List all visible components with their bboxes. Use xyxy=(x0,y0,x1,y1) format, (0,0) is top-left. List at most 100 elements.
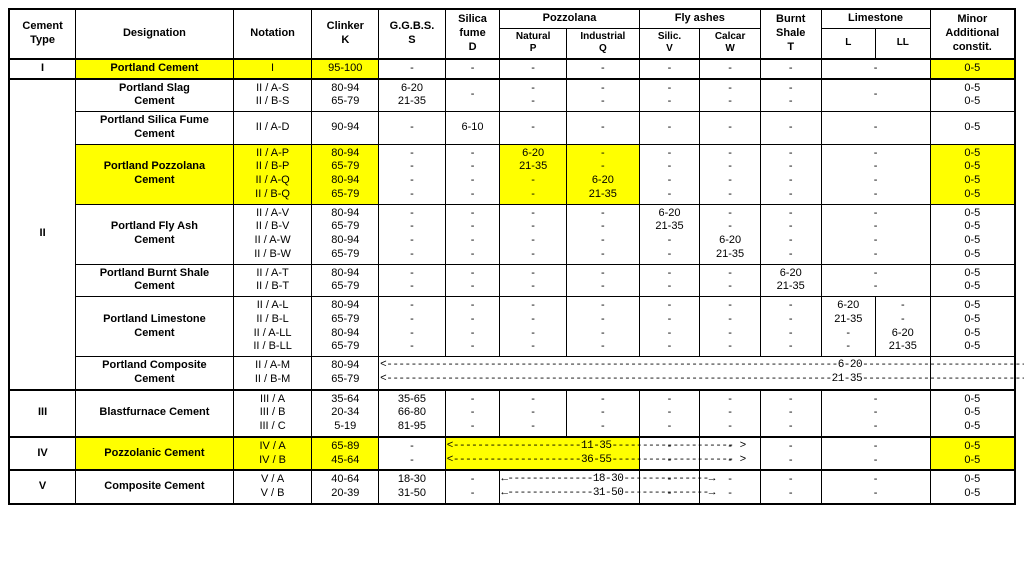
r1-not: I xyxy=(233,59,312,79)
r10-desig: Pozzolanic Cement xyxy=(104,447,204,459)
r10-range: <---------------------11-35-------------… xyxy=(445,437,639,471)
r7-lll: --6-2021-35 xyxy=(876,297,931,357)
cell-dash: - xyxy=(500,112,567,145)
h-pozzolana: Pozzolana xyxy=(500,9,639,28)
r11-ggbs: 18-3031-50 xyxy=(379,470,446,504)
r1-minor: 0-5 xyxy=(930,59,1015,79)
r3-minor: 0-5 xyxy=(930,112,1015,145)
r9-desig: Blastfurnace Cement xyxy=(99,406,209,418)
cell-dash: -- xyxy=(821,470,930,504)
cell-dash: -- xyxy=(760,437,821,471)
row-type-IV: IV Pozzolanic Cement IV / AIV / B 65-894… xyxy=(9,437,1015,471)
h-fly-silic: Silic.V xyxy=(639,28,700,59)
cell-dash: -- xyxy=(639,264,700,297)
cell-dash: - xyxy=(566,112,639,145)
r5-fv: 6-2021-35-- xyxy=(639,204,700,264)
r9-ggbs: 35-6566-8081-95 xyxy=(379,390,446,437)
r4-clinker: 80-9465-7980-9465-79 xyxy=(312,144,379,204)
cell-dash: ---- xyxy=(445,144,500,204)
r2-desig: Portland SlagCement xyxy=(119,82,190,108)
cell-dash: --- xyxy=(566,390,639,437)
cell-dash: - xyxy=(500,59,567,79)
h-clinker: ClinkerK xyxy=(312,9,379,59)
cell-dash: - xyxy=(821,79,930,112)
cell-dash: - xyxy=(445,59,500,79)
cell-dash: - xyxy=(821,112,930,145)
cell-dash: -- xyxy=(445,470,500,504)
cell-dash: - xyxy=(639,59,700,79)
type-III-label: III xyxy=(38,406,47,418)
h-lime-l: L xyxy=(821,28,876,59)
h-fly-calcar: CalcarW xyxy=(700,28,761,59)
h-silica-fume: SilicafumeD xyxy=(445,9,500,59)
r11-not: V / AV / B xyxy=(233,470,312,504)
r10-minor: 0-50-5 xyxy=(930,437,1015,471)
h-fly-ashes: Fly ashes xyxy=(639,9,760,28)
cell-dash: ---- xyxy=(500,204,567,264)
cell-dash: ---- xyxy=(639,144,700,204)
r10-not: IV / AIV / B xyxy=(233,437,312,471)
r2-minor: 0-50-5 xyxy=(930,79,1015,112)
r5-fw: --6-2021-35 xyxy=(700,204,761,264)
cell-dash: --- xyxy=(445,390,500,437)
cell-dash: ---- xyxy=(500,297,567,357)
h-cement-type: CementType xyxy=(9,9,76,59)
cell-dash: -- xyxy=(500,264,567,297)
cell-dash: ---- xyxy=(445,297,500,357)
row-pozzolana: Portland PozzolanaCement II / A-PII / B-… xyxy=(9,144,1015,204)
row-silica-fume: Portland Silica FumeCement II / A-D 90-9… xyxy=(9,112,1015,145)
r7-clinker: 80-9465-7980-9465-79 xyxy=(312,297,379,357)
r9-clinker: 35-6420-345-19 xyxy=(312,390,379,437)
cell-dash: ---- xyxy=(760,204,821,264)
cell-dash: -- xyxy=(821,264,930,297)
cell-dash: ---- xyxy=(700,144,761,204)
r3-sf: 6-10 xyxy=(445,112,500,145)
cell-dash: -- xyxy=(379,264,446,297)
r4-not: II / A-PII / B-PII / A-QII / B-Q xyxy=(233,144,312,204)
r9-not: III / AIII / BIII / C xyxy=(233,390,312,437)
h-pozz-natural: NaturalP xyxy=(500,28,567,59)
cell-dash: --- xyxy=(760,390,821,437)
r11-minor: 0-50-5 xyxy=(930,470,1015,504)
cell-dash: - xyxy=(379,112,446,145)
cell-dash: - xyxy=(760,112,821,145)
cell-dash: -- xyxy=(760,79,821,112)
cell-dash: -- xyxy=(566,79,639,112)
row-slag: II Portland SlagCement II / A-SII / B-S … xyxy=(9,79,1015,112)
r7-not: II / A-LII / B-LII / A-LLII / B-LL xyxy=(233,297,312,357)
r2-clinker: 80-9465-79 xyxy=(312,79,379,112)
cell-dash: ---- xyxy=(821,204,930,264)
cell-dash: --- xyxy=(500,390,567,437)
r4-desig: Portland PozzolanaCement xyxy=(104,160,205,186)
type-IV-label: IV xyxy=(37,447,47,459)
row-type-I: I Portland Cement I 95-100 - - - - - - -… xyxy=(9,59,1015,79)
r8-not: II / A-MII / B-M xyxy=(233,357,312,390)
r5-minor: 0-50-50-50-5 xyxy=(930,204,1015,264)
cell-dash: -- xyxy=(566,264,639,297)
cell-dash: ---- xyxy=(760,297,821,357)
cell-dash: ---- xyxy=(700,297,761,357)
r8-clinker: 80-9465-79 xyxy=(312,357,379,390)
h-minor: MinorAdditionalconstit. xyxy=(930,9,1015,59)
h-limestone: Limestone xyxy=(821,9,930,28)
r2-ggbs: 6-2021-35 xyxy=(379,79,446,112)
row-burnt-shale: Portland Burnt ShaleCement II / A-TII / … xyxy=(9,264,1015,297)
cell-dash: --- xyxy=(639,390,700,437)
cell-dash: - xyxy=(379,59,446,79)
r6-not: II / A-TII / B-T xyxy=(233,264,312,297)
cell-dash: -- xyxy=(445,264,500,297)
r7-minor: 0-50-50-50-5 xyxy=(930,297,1015,357)
row-limestone: Portland LimestoneCement II / A-LII / B-… xyxy=(9,297,1015,357)
cell-dash: - xyxy=(760,59,821,79)
type-I-label: I xyxy=(41,62,44,74)
h-burnt-shale: BurntShaleT xyxy=(760,9,821,59)
r3-not: II / A-D xyxy=(233,112,312,145)
cell-dash: - xyxy=(566,59,639,79)
cell-dash: -- xyxy=(700,264,761,297)
cell-dash: ---- xyxy=(379,144,446,204)
r5-clinker: 80-9465-7980-9465-79 xyxy=(312,204,379,264)
cell-dash: ---- xyxy=(379,204,446,264)
cell-dash: --- xyxy=(821,390,930,437)
r8-desig: Portland CompositeCement xyxy=(102,359,207,385)
cell-dash: ---- xyxy=(760,144,821,204)
